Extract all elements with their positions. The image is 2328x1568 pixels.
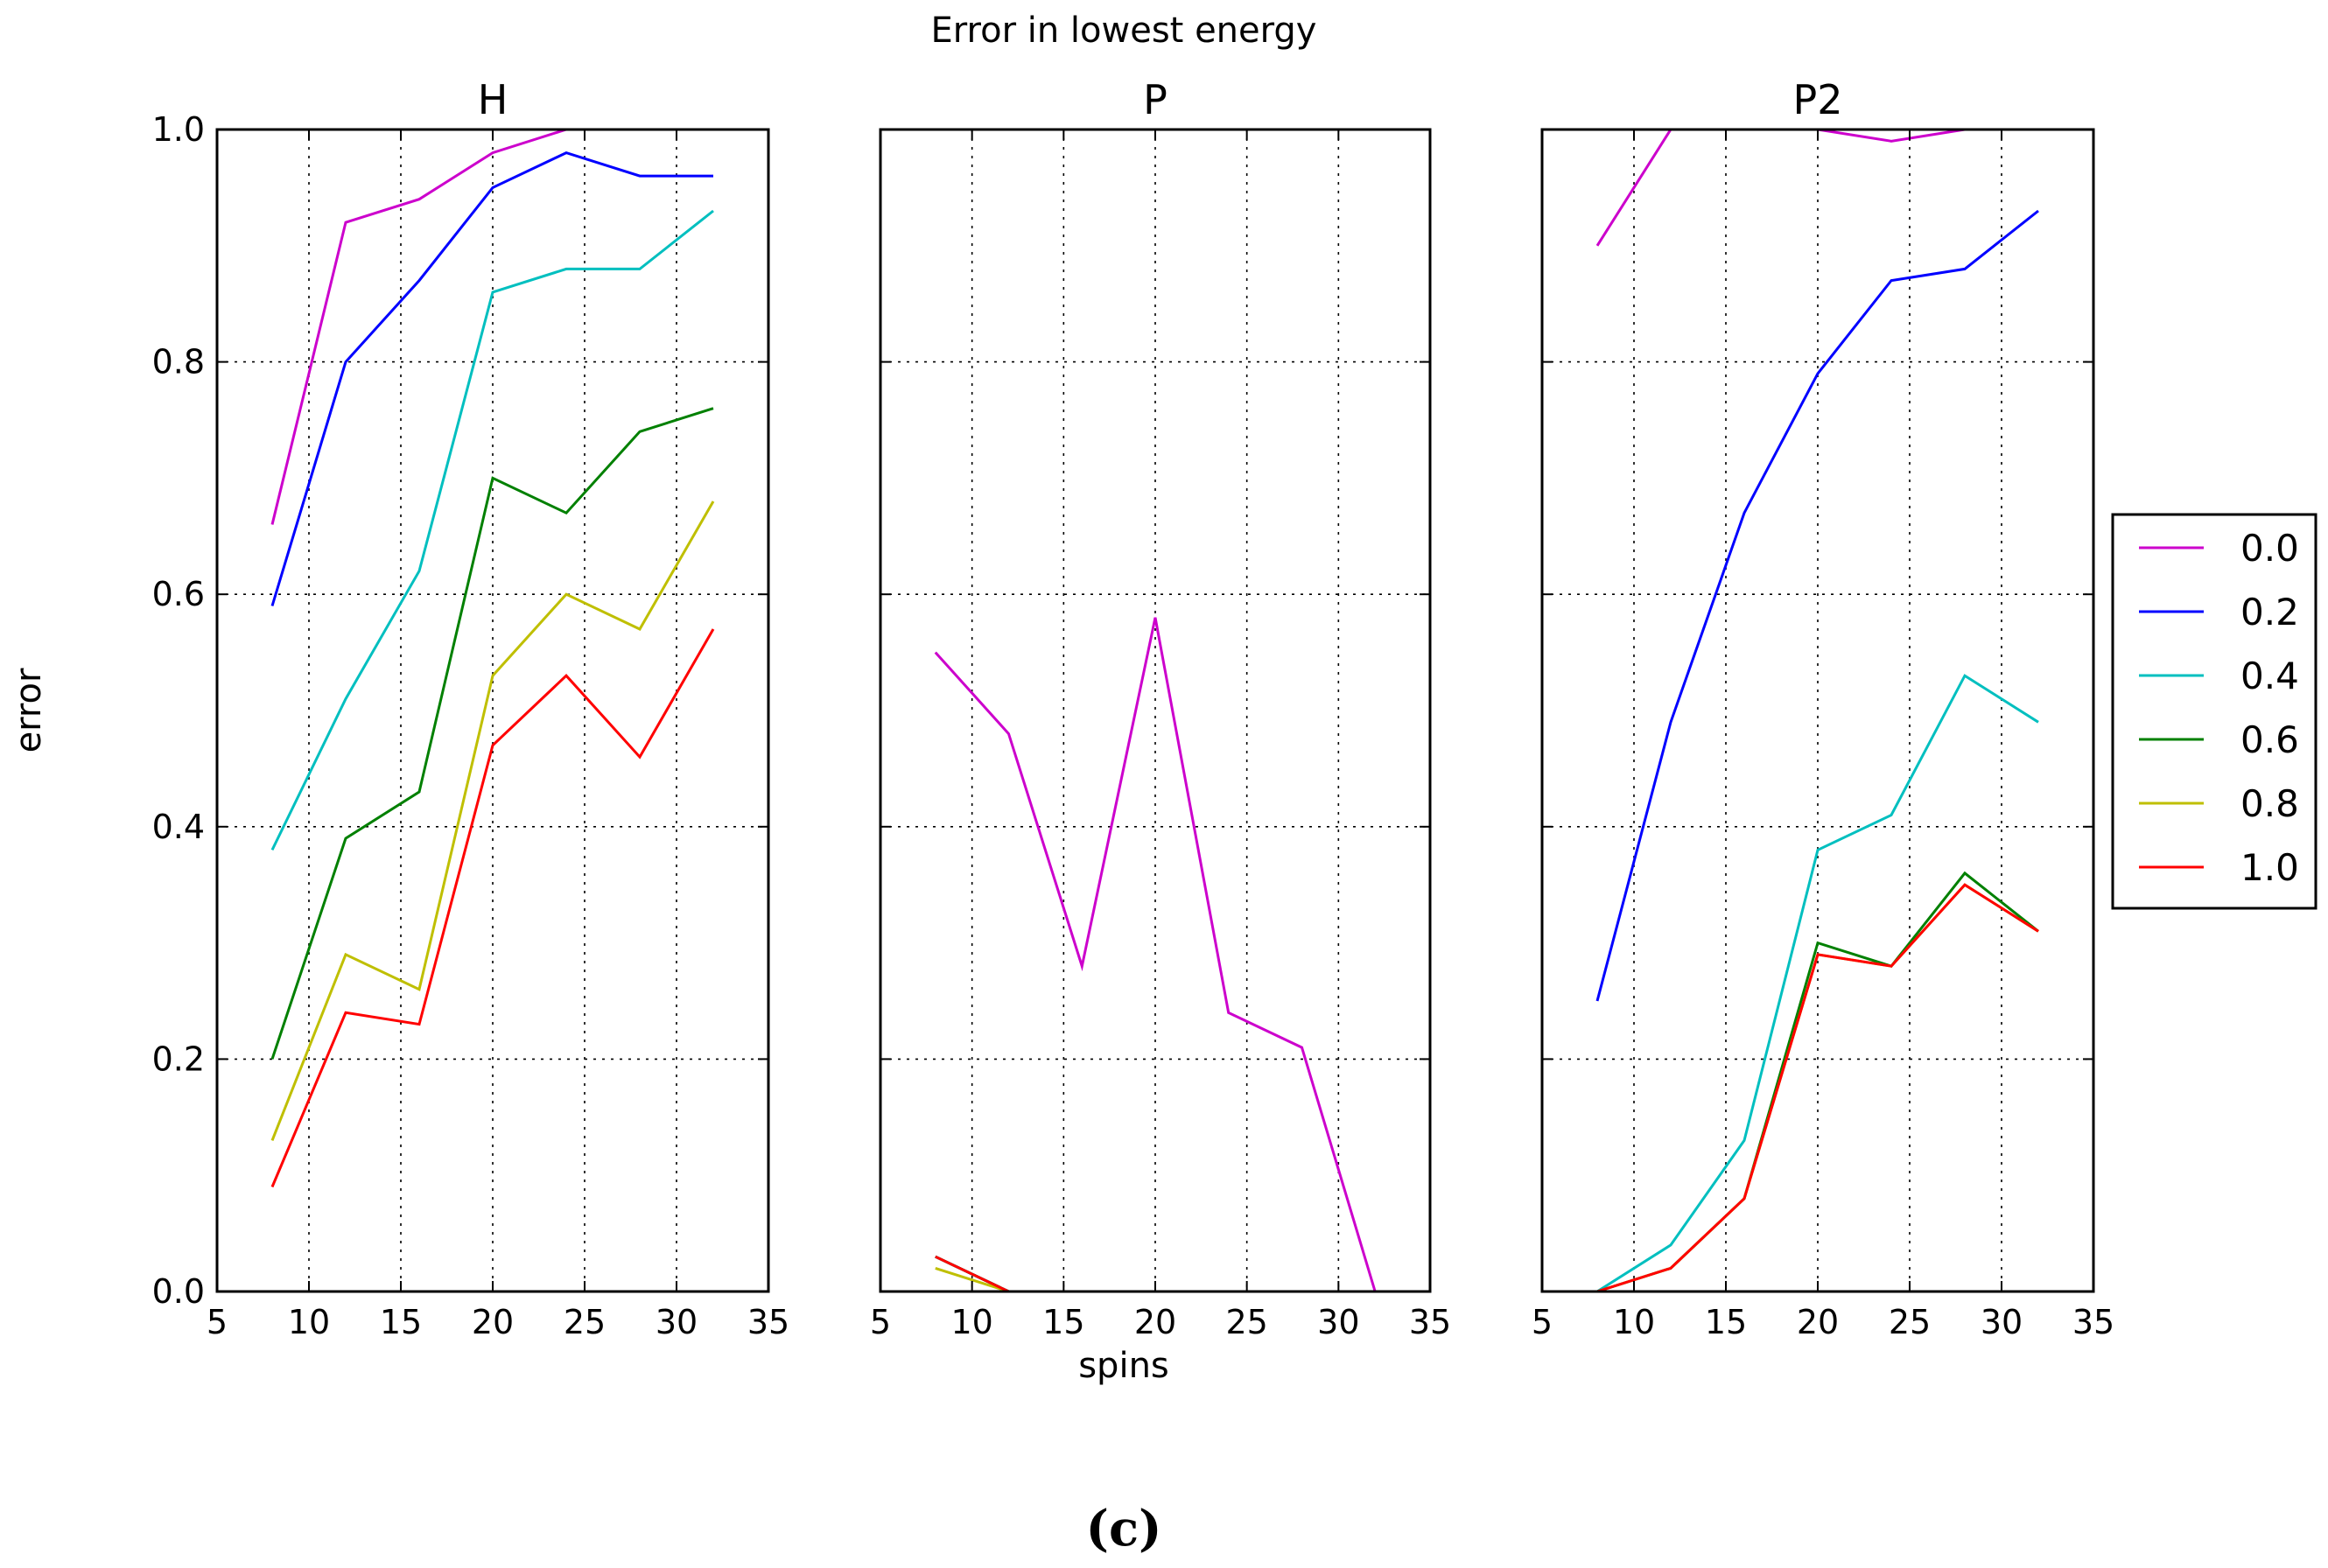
x-tick-label: 30 [1317,1303,1359,1341]
series-line-1.0 [270,628,715,1188]
x-tick-label: 25 [1225,1303,1267,1341]
x-tick-label: 10 [950,1303,992,1341]
y-tick-label: 0.6 [152,575,205,613]
y-tick-label: 0.8 [152,343,205,382]
series-line-0.4 [270,209,714,851]
legend-entry: 1.0 [2139,846,2299,889]
series-line-0.2 [270,150,713,606]
x-tick-label: 20 [1134,1303,1176,1341]
y-tick-label: 1.0 [152,110,205,149]
x-tick-label: 15 [1705,1303,1747,1341]
x-tick-label: 35 [1409,1303,1451,1341]
legend-label: 1.0 [2240,846,2299,889]
legend-entry: 0.2 [2139,591,2299,634]
y-tick-label: 0.0 [152,1272,205,1311]
x-tick-label: 30 [656,1303,698,1341]
axes-frame [879,128,1432,1293]
panels: 5 10 15 20 25 30 35 0.0 0.2 0.4 0.6 0.8 1.0 H 5 10 15 20 2… [152,76,2115,1341]
panel-title: P2 [1792,76,1842,123]
legend-label: 0.4 [2240,654,2299,697]
x-tick-label: 5 [207,1303,228,1341]
x-tick-label: 35 [747,1303,789,1341]
legend-frame [2111,513,2317,910]
legend-label: 0.6 [2240,718,2299,761]
x-tick-label: 25 [564,1303,606,1341]
x-tick-label: 5 [1532,1303,1553,1341]
axes-frame [215,128,770,1293]
legend-entry: 0.8 [2139,782,2299,825]
figure-suptitle: Error in lowest energy [931,10,1317,51]
series-line-1.0 [1596,883,2039,1292]
series-line-0.2 [1595,209,2039,1002]
series-line-0.0 [934,617,1377,1292]
legend: 0.0 0.2 0.4 0.6 0.8 1.0 [2111,513,2317,910]
legend-entry: 0.4 [2139,654,2299,697]
series-line-0.0 [270,130,713,525]
series-group [270,130,715,1188]
y-tick-label: 0.2 [152,1040,205,1078]
legend-entry: 0.6 [2139,718,2299,761]
y-tick-label: 0.4 [152,808,205,846]
figure-caption: (c) [1085,1500,1161,1558]
legend-entry: 0.0 [2139,527,2299,570]
x-tick-label: 20 [472,1303,514,1341]
panel-h: 5 10 15 20 25 30 35 0.0 0.2 0.4 0.6 0.8 1.0 H [152,76,790,1341]
legend-label: 0.0 [2240,527,2299,570]
series-line-0.6 [270,407,714,1060]
panel-title: P [1143,76,1168,123]
x-tick-label: 5 [870,1303,891,1341]
panel-p2: 5 10 15 20 25 30 35 P2 [1532,76,2114,1341]
x-tick-label: 10 [288,1303,330,1341]
series-line-0.4 [1596,674,2039,1292]
x-tick-label: 35 [2072,1303,2114,1341]
x-axis-label: spins [1078,1346,1169,1386]
legend-label: 0.2 [2240,591,2299,634]
series-group [934,617,1377,1292]
series-line-0.8 [270,500,715,1141]
x-tick-label: 15 [1042,1303,1084,1341]
legend-label: 0.8 [2240,782,2299,825]
panel-p: 5 10 15 20 25 30 35 P [870,76,1451,1341]
x-tick-label: 20 [1797,1303,1839,1341]
x-tick-label: 25 [1889,1303,1931,1341]
x-tick-label: 10 [1613,1303,1655,1341]
axes-frame [1540,128,2095,1293]
x-tick-label: 30 [1981,1303,2023,1341]
y-axis-label: error [9,668,49,752]
x-tick-label: 15 [380,1303,422,1341]
series-group [1595,130,2039,1292]
panel-title: H [478,76,508,123]
